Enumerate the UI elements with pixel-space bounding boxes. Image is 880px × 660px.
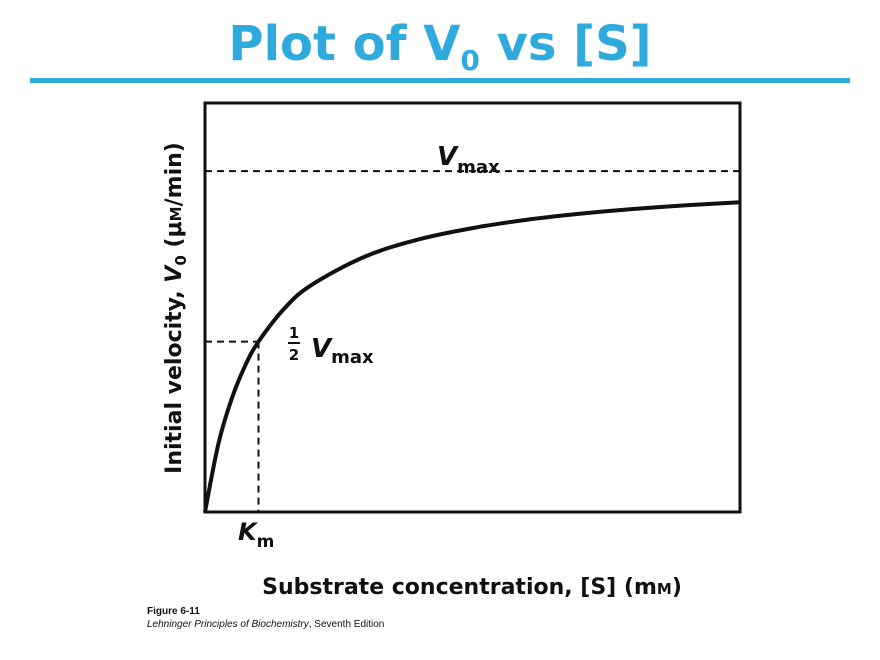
vmax-label: Vmax <box>437 142 500 178</box>
y-axis-label: Initial velocity, V0 (μM/min) <box>162 142 190 474</box>
edition: , Seventh Edition <box>308 619 385 630</box>
title-main: Plot of V <box>228 16 461 72</box>
half-vmax-label-sub: max <box>331 347 374 368</box>
plot-frame <box>203 101 742 514</box>
half-numerator: 1 <box>289 324 299 342</box>
half-vmax-label: Vmax <box>311 334 374 368</box>
figure-number: Figure 6-11 <box>147 606 200 617</box>
saturation-curve <box>203 200 741 513</box>
x-axis-label: Substrate concentration, [S] (mM) <box>262 575 682 600</box>
km-tick-label-sub: m <box>257 532 275 552</box>
vmax-label-sub: max <box>457 157 500 178</box>
km-tick-label: Km <box>238 518 274 552</box>
book-title: Lehninger Principles of Biochemistry <box>147 619 309 630</box>
slide-title: Plot of V0 vs [S] <box>0 14 880 77</box>
figure-source: Lehninger Principles of Biochemistry, Se… <box>147 619 384 630</box>
title-tail: vs [S] <box>479 16 652 72</box>
half-denominator: 2 <box>289 346 299 364</box>
title-rule <box>30 78 850 83</box>
title-subscript: 0 <box>460 44 480 77</box>
